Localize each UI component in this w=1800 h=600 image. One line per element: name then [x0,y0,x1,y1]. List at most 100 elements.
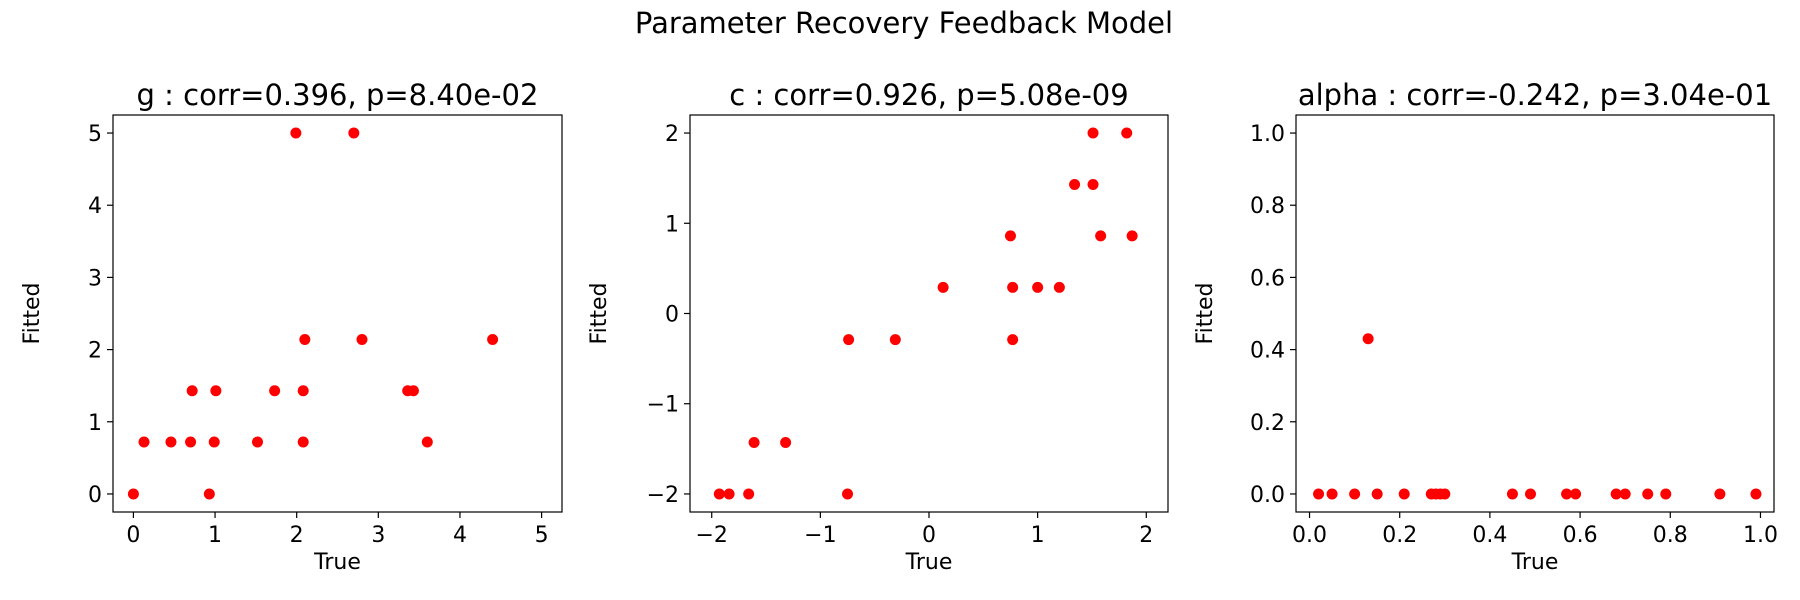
data-point [1053,281,1065,293]
data-point [487,333,499,345]
data-point [1121,127,1133,139]
data-point [843,334,855,346]
data-point [203,488,215,500]
data-point [1326,488,1338,500]
data-point [1349,488,1361,500]
data-point [185,436,197,448]
data-point [937,281,949,293]
data-point [251,436,263,448]
x-tick-label: 4 [453,523,467,548]
data-point [713,488,725,500]
panel-title: g : corr=0.396, p=8.40e-02 [137,78,539,112]
data-point [1371,488,1383,500]
plot-area [112,114,563,513]
x-tick-label: 1 [1031,523,1045,548]
data-point [1004,230,1016,242]
data-point [1087,127,1099,139]
data-point [723,488,735,500]
x-tick-label: 0.0 [1292,523,1327,548]
y-tick-label: 0.4 [1250,339,1285,364]
scatter-panel-3: alpha : corr=-0.242, p=3.04e-01 0.0 0.2 0.4… [1193,78,1778,575]
scatter-panel-1: g : corr=0.396, p=8.40e-02 0 1 2 3 4 5 0 1 2 3 4 5 Tr… [20,78,563,575]
y-tick-label: 2 [665,122,679,147]
data-point [1570,488,1582,500]
data-point [186,385,198,397]
data-point [842,488,854,500]
x-tick-label: 0.6 [1563,523,1598,548]
y-tick-label: 0.6 [1250,266,1285,291]
data-point [356,333,368,345]
x-tick-label: 0 [126,523,140,548]
data-point [1750,488,1762,500]
data-point [348,127,360,139]
data-point [421,436,433,448]
panel-title: alpha : corr=-0.242, p=3.04e-01 [1298,78,1772,112]
data-point [1362,333,1374,345]
data-point [407,385,419,397]
data-point [1439,488,1451,500]
data-point [210,385,222,397]
y-axis-label: Fitted [20,283,45,345]
data-point [1660,488,1672,500]
x-tick-label: 1 [208,523,222,548]
x-tick-label: 3 [371,523,385,548]
panel-title: c : corr=0.926, p=5.08e-09 [729,78,1128,112]
plot-area [689,114,1169,513]
data-point [889,334,901,346]
data-point [299,333,311,345]
y-tick-label: 4 [88,194,102,219]
data-point [1610,488,1622,500]
data-point [1007,334,1019,346]
data-point [1524,488,1536,500]
y-tick-label: 0.2 [1250,411,1285,436]
data-point [780,437,792,449]
data-point [1007,281,1019,293]
data-point [748,437,760,449]
y-tick-label: 2 [88,339,102,364]
x-tick-label: 5 [535,523,549,548]
y-tick-label: 5 [88,122,102,147]
data-point [1561,488,1573,500]
data-point [1069,178,1081,190]
y-tick-label: 1.0 [1250,122,1285,147]
y-tick-label: 0 [88,483,102,508]
x-tick-label: −1 [804,523,836,548]
panels: g : corr=0.396, p=8.40e-02 0 1 2 3 4 5 0 1 2 3 4 5 Tr… [20,78,1778,575]
scatter-panel-2: c : corr=0.926, p=5.08e-09 −2 −1 0 1 2 −2 −1 0 1 2… [587,78,1169,575]
data-point [1095,230,1107,242]
data-point [165,436,177,448]
data-point [138,436,150,448]
x-tick-label: 2 [290,523,304,548]
y-tick-label: −2 [647,483,679,508]
y-tick-label: 0.0 [1250,483,1285,508]
y-tick-label: 0.8 [1250,194,1285,219]
y-tick-label: 1 [88,411,102,436]
data-point [1642,488,1654,500]
data-point [297,385,309,397]
y-tick-label: 0 [665,303,679,328]
data-point [208,436,220,448]
x-tick-label: 1.0 [1743,523,1778,548]
figure-title: Parameter Recovery Feedback Model [635,6,1173,40]
data-point [1087,178,1099,190]
y-tick-label: −1 [647,393,679,418]
data-point [1126,230,1138,242]
x-axis-label: True [313,550,361,575]
data-point [1506,488,1518,500]
data-point [1714,488,1726,500]
x-tick-label: 0.8 [1653,523,1688,548]
x-tick-label: 2 [1139,523,1153,548]
y-axis-label: Fitted [1193,283,1218,345]
data-point [297,436,309,448]
data-point [1313,488,1325,500]
data-point [127,488,139,500]
x-axis-label: True [1511,550,1559,575]
data-point [743,488,755,500]
data-point [1032,281,1044,293]
x-tick-label: −2 [696,523,728,548]
x-tick-label: 0.4 [1472,523,1507,548]
y-tick-label: 1 [665,212,679,237]
x-tick-label: 0 [922,523,936,548]
data-point [290,127,302,139]
